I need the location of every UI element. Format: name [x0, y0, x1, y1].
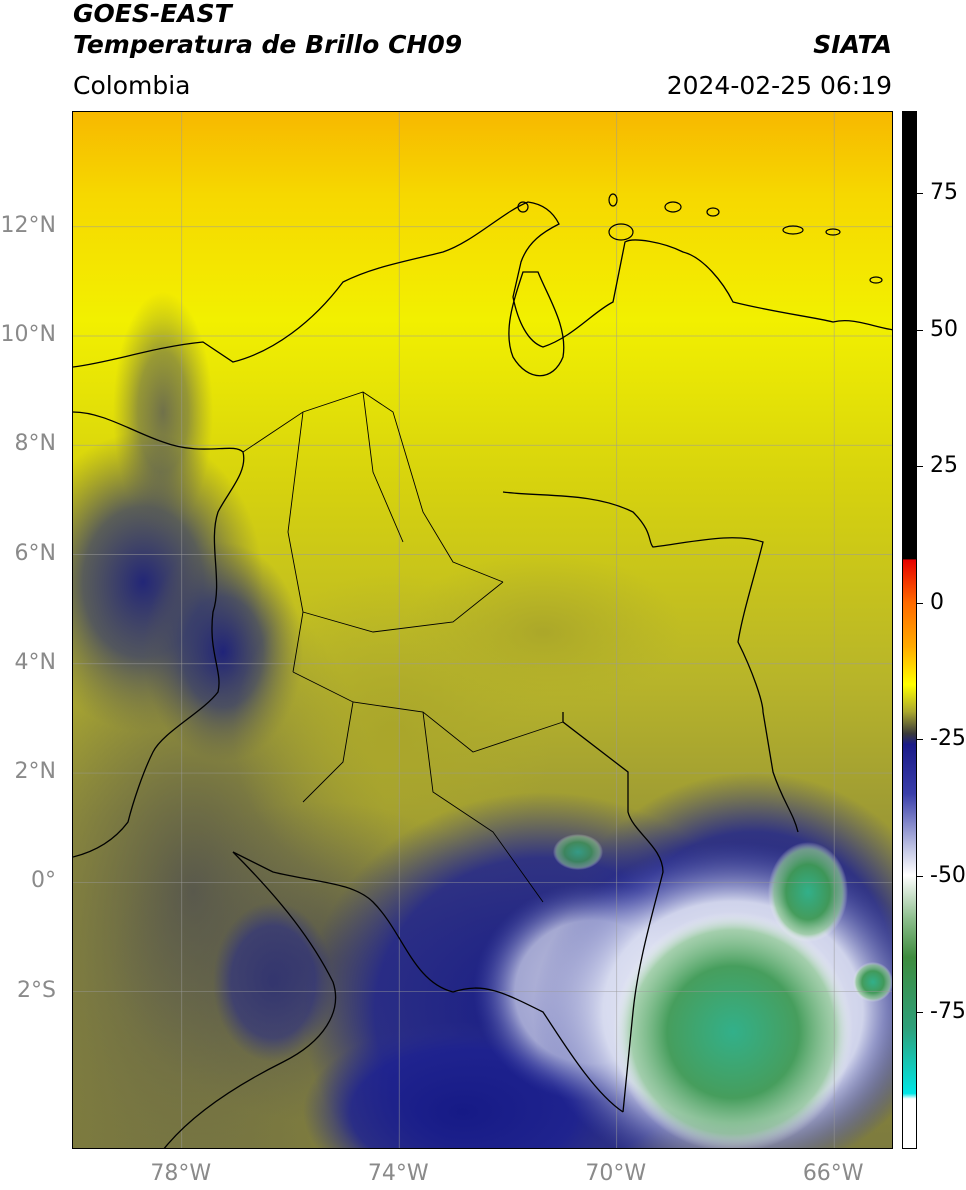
colorbar-tick: [917, 1012, 923, 1014]
temperature-colorbar: [902, 111, 917, 1149]
longitude-tick-label: 78°W: [150, 1161, 212, 1186]
caribbean-islands: [517, 193, 883, 284]
maracaibo-lake: [508, 271, 565, 377]
ecuador-navy-streaks: [213, 902, 333, 1062]
colorbar-tick-label: 50: [930, 316, 958, 342]
colorbar-tick-label: -50: [930, 862, 966, 888]
longitude-tick-label: 66°W: [802, 1161, 864, 1186]
longitude-tick-label: 74°W: [367, 1161, 429, 1186]
latitude-tick-label: 6°N: [14, 540, 56, 566]
latitude-tick-label: 4°N: [14, 649, 56, 675]
coastlines-and-borders: [73, 201, 892, 1148]
deep-convection-core: [613, 912, 853, 1148]
latitude-tick-label: 12°N: [0, 212, 56, 238]
llanos-olive-region: [403, 552, 683, 712]
latitude-tick-label: 0°: [31, 868, 56, 894]
colombia-venezuela-border: [502, 491, 799, 833]
colorbar-tick: [917, 329, 923, 331]
satellite-title: GOES-EAST: [73, 0, 232, 28]
satellite-map[interactable]: [72, 111, 893, 1149]
colorbar-tick: [917, 602, 923, 604]
caribbean-coastline: [73, 201, 892, 368]
timestamp-label: 2024-02-25 06:19: [666, 71, 892, 100]
colorbar-tick-label: -75: [930, 999, 966, 1025]
deep-convection-core-ne: [768, 842, 848, 942]
colorbar-tick: [917, 192, 923, 194]
pacific-coastline: [73, 411, 245, 858]
colorbar-tick: [917, 875, 923, 877]
latitude-tick-label: 2°N: [14, 759, 56, 785]
map-graticule: [73, 112, 892, 1148]
longitude-tick-label: 70°W: [585, 1161, 647, 1186]
ecuador-peru-border: [163, 851, 337, 1148]
deep-convection-core-e: [853, 962, 892, 1002]
colombia-brazil-border: [562, 712, 664, 1113]
product-title: Temperatura de Brillo CH09: [73, 30, 463, 59]
colorbar-tick: [917, 466, 923, 468]
colorbar-tick: [917, 739, 923, 741]
latitude-tick-label: 8°N: [14, 431, 56, 457]
colombia-peru-border: [232, 851, 624, 1113]
region-label: Colombia: [73, 71, 191, 100]
agency-label: SIATA: [813, 30, 892, 59]
colorbar-tick-label: 25: [930, 453, 958, 479]
colorbar-tick-label: 0: [930, 589, 944, 615]
latitude-tick-label: 10°N: [0, 321, 56, 347]
colorbar-tick-label: -25: [930, 726, 966, 752]
interior-department-lines: [242, 391, 564, 903]
latitude-tick-label: 2°S: [17, 977, 56, 1003]
pacific-streak: [113, 292, 213, 532]
colorbar-tick-label: 75: [930, 179, 958, 205]
deep-convection-core-n: [553, 834, 603, 870]
